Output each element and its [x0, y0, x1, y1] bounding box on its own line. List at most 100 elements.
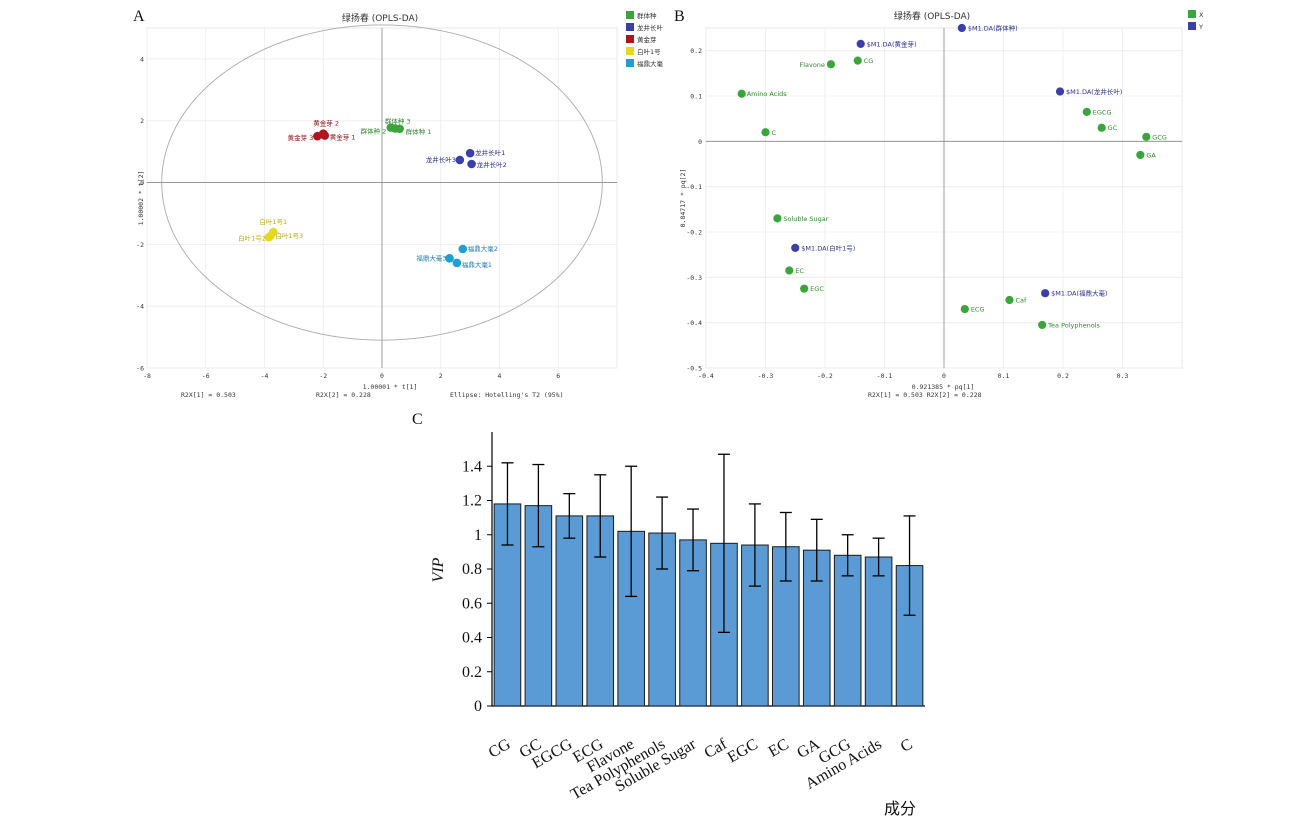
- score-point-label: 福鼎大毫3: [416, 253, 446, 262]
- x-tick-label-a: -6: [202, 372, 210, 380]
- loading-point-label: $M1.DA(群体种): [968, 24, 1018, 33]
- loading-point-label: Tea Polyphenols: [1047, 321, 1100, 329]
- y-tick-label-a: -2: [136, 241, 144, 249]
- y-tick-label: 1.2: [462, 493, 482, 510]
- loading-point-m1-da: [1041, 289, 1050, 298]
- loading-point-label: ECG: [971, 306, 985, 314]
- legend-swatch-b: [1188, 10, 1196, 18]
- score-point-label: 白叶1号3: [275, 231, 303, 240]
- legend-label-a: 白叶1号: [637, 47, 661, 56]
- x-tick-label-b: 0.3: [1117, 372, 1129, 380]
- score-point-label: 龙井长叶3: [426, 155, 456, 164]
- loading-point-label: EC: [795, 267, 804, 275]
- x-tick-label-cg: CG: [486, 736, 514, 762]
- x-tick-label-a: 2: [439, 372, 443, 380]
- panel-label-c: C: [412, 411, 423, 428]
- y-tick-label: 0: [474, 698, 482, 715]
- chart-a-xlabel: 1.00001 * t[1]: [363, 383, 418, 391]
- x-tick-label-egc: EGC: [725, 736, 761, 767]
- loading-point-label: CG: [864, 57, 874, 65]
- y-tick-label-a: -4: [136, 303, 144, 311]
- x-tick-label-a: -2: [319, 372, 327, 380]
- chart-b-xlabel: 0.921385 * pq[1]: [912, 383, 975, 391]
- loading-point-c: [761, 128, 770, 137]
- score-point-label: 黄金芽 3: [288, 133, 314, 142]
- loading-point-label: $M1.DA(白叶1号): [801, 243, 855, 252]
- score-point: [395, 124, 404, 134]
- score-point: [452, 258, 462, 268]
- vip-bar-egcg: [555, 515, 584, 707]
- x-tick-label-b: 0.1: [998, 372, 1010, 380]
- score-point-label: 群体种 2: [361, 126, 387, 135]
- y-tick-label-a: 4: [140, 55, 144, 63]
- score-point-label: 龙井长叶2: [477, 160, 507, 169]
- score-point-label: 白叶1号1: [259, 217, 287, 226]
- loading-point-egcg: [1082, 107, 1091, 116]
- x-tick-label-ec: EC: [766, 736, 792, 761]
- legend-swatch-a: [626, 35, 634, 43]
- legend-label-a: 龙井长叶: [637, 23, 664, 32]
- legend-label-b: Y: [1198, 23, 1203, 31]
- x-tick-label-b: -0.2: [817, 372, 833, 380]
- y-tick-label-b: -0.5: [686, 365, 702, 373]
- x-tick-label-a: 0: [380, 372, 384, 380]
- y-tick-label-b: 0.1: [690, 93, 702, 101]
- loading-point-label: $M1.DA(龙井长叶): [1066, 87, 1122, 96]
- score-point-label: 黄金芽 1: [330, 133, 356, 142]
- loading-point-tea-polyphenols: [1038, 320, 1047, 330]
- legend-label-a: 福鼎大毫: [637, 59, 664, 68]
- loading-point-label: Flavone: [799, 61, 824, 69]
- score-point-label: 黄金芽 2: [313, 119, 339, 128]
- chart-b-r2x: R2X[1] = 0.503 R2X[2] = 0.228: [868, 391, 982, 399]
- legend-label-a: 群体种: [637, 11, 657, 20]
- hotelling-ellipse: [161, 24, 603, 341]
- loading-point-label: EGC: [810, 285, 824, 293]
- legend-swatch-a: [626, 47, 634, 55]
- y-tick-label: 0.8: [462, 561, 482, 578]
- loading-point-label: $M1.DA(黄金芽): [867, 39, 917, 48]
- legend-label-a: 黄金芽: [637, 35, 657, 44]
- y-tick-label-b: 0.2: [690, 47, 702, 55]
- chart-a-title: 绿扬春 (OPLS-DA): [342, 12, 418, 24]
- x-tick-label-c: C: [898, 736, 916, 756]
- chart-b-legend: XY: [1188, 10, 1204, 31]
- legend-label-b: X: [1199, 11, 1204, 19]
- chart-a-ellipse-note: Ellipse: Hotelling's T2 (95%): [450, 391, 564, 399]
- chart-b-ylabel: 0.84717 * pq[2]: [679, 169, 687, 228]
- y-tick-label-a: 0: [140, 179, 144, 187]
- loading-point-label: GCG: [1152, 133, 1167, 141]
- opls-da-loading-plot: -0.5-0.4-0.3-0.2-0.100.10.2-0.4 -0.3 -0.2-…: [679, 10, 1204, 399]
- score-point: [467, 159, 476, 169]
- loading-point-label: GC: [1108, 124, 1118, 132]
- score-point: [313, 131, 322, 141]
- score-point: [445, 253, 454, 263]
- loading-point-label: Caf: [1015, 297, 1027, 305]
- vip-bar-chart: 00.20.40.60.811.21.4 CG GCEGCGECGFlavoneT…: [430, 432, 925, 818]
- chart-a-r2x1: R2X[1] = 0.503: [181, 391, 236, 399]
- loading-point-flavone: [826, 60, 836, 69]
- loading-point-amino-acids: [737, 89, 746, 98]
- x-tick-label-b: 0: [942, 372, 946, 380]
- chart-c-xlabel: 成分: [884, 800, 916, 818]
- vip-bar-gcg: [833, 554, 862, 707]
- loading-point-label: EGCG: [1093, 108, 1112, 116]
- score-point: [320, 131, 330, 140]
- loading-point-gcg: [1142, 132, 1151, 141]
- score-point-label: 福鼎大毫2: [468, 244, 498, 253]
- legend-swatch-a: [626, 23, 634, 31]
- loading-point-gc: [1097, 123, 1106, 132]
- x-tick-label-b: -0.4: [698, 372, 714, 380]
- loading-point-label: $M1.DA(福鼎大毫): [1051, 289, 1107, 298]
- x-tick-label-b: -0.1: [877, 372, 893, 380]
- y-tick-label: 1.4: [462, 458, 482, 475]
- loading-point-ecg: [960, 304, 969, 314]
- loading-point-cg: [853, 56, 862, 65]
- score-point: [455, 155, 465, 165]
- y-tick-label-b: 0: [698, 138, 702, 146]
- loading-point-soluble-sugar: [773, 214, 782, 223]
- loading-point-m1-da-1: [791, 243, 800, 252]
- y-tick-label-b: -0.3: [686, 274, 702, 282]
